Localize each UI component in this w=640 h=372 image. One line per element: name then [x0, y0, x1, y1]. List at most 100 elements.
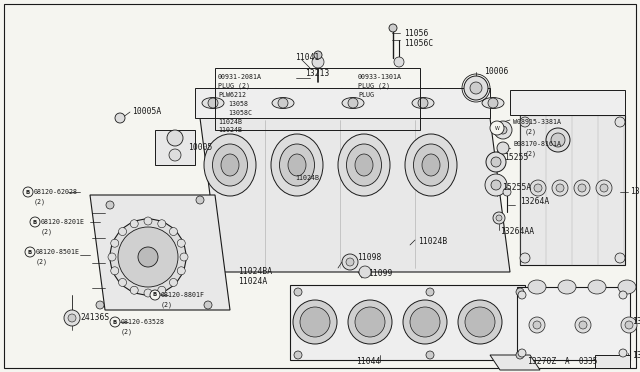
Circle shape [115, 113, 125, 123]
Text: 11098: 11098 [357, 253, 381, 263]
Circle shape [111, 267, 119, 275]
Polygon shape [200, 118, 510, 272]
Ellipse shape [204, 134, 256, 196]
Circle shape [516, 351, 524, 359]
Text: 15255A: 15255A [502, 183, 531, 192]
Circle shape [158, 286, 166, 294]
Text: 13264: 13264 [630, 187, 640, 196]
Circle shape [470, 82, 482, 94]
Circle shape [111, 239, 119, 247]
Text: PLUG (2): PLUG (2) [218, 83, 250, 89]
Circle shape [389, 24, 397, 32]
Bar [215, 68, 420, 130]
Circle shape [493, 212, 505, 224]
Circle shape [499, 126, 507, 134]
Circle shape [520, 253, 530, 263]
Text: 13264AA: 13264AA [500, 228, 534, 237]
Circle shape [615, 117, 625, 127]
Circle shape [621, 317, 637, 333]
Circle shape [348, 98, 358, 108]
Circle shape [518, 349, 526, 357]
Circle shape [575, 317, 591, 333]
Circle shape [625, 321, 633, 329]
Text: (2): (2) [121, 329, 133, 335]
Text: B: B [113, 320, 117, 324]
Circle shape [556, 184, 564, 192]
Text: 13270Z: 13270Z [527, 357, 556, 366]
Text: 08120-62028: 08120-62028 [34, 189, 78, 195]
Circle shape [64, 310, 80, 326]
Text: 10005A: 10005A [132, 108, 161, 116]
Circle shape [486, 152, 506, 172]
Text: (2): (2) [36, 259, 48, 265]
Circle shape [574, 180, 590, 196]
Circle shape [530, 180, 546, 196]
Circle shape [529, 317, 545, 333]
Circle shape [403, 300, 447, 344]
Circle shape [516, 288, 524, 296]
Text: 11024B: 11024B [295, 175, 319, 181]
Text: B: B [28, 250, 32, 254]
Circle shape [30, 217, 40, 227]
Polygon shape [517, 287, 630, 360]
Circle shape [600, 184, 608, 192]
Circle shape [533, 321, 541, 329]
Ellipse shape [272, 97, 294, 109]
Text: B08170-8161A: B08170-8161A [513, 141, 561, 147]
Ellipse shape [422, 154, 440, 176]
Circle shape [144, 289, 152, 297]
Circle shape [490, 121, 504, 135]
Circle shape [488, 98, 498, 108]
Text: 13270N: 13270N [632, 317, 640, 327]
Text: 11024B: 11024B [218, 127, 242, 133]
Text: A  0335: A 0335 [565, 357, 597, 366]
Text: 00933-1301A: 00933-1301A [358, 74, 402, 80]
Text: PLUG: PLUG [358, 92, 374, 98]
Circle shape [426, 288, 434, 296]
Ellipse shape [202, 97, 224, 109]
Circle shape [348, 300, 392, 344]
Circle shape [293, 300, 337, 344]
Circle shape [418, 98, 428, 108]
Text: 13270: 13270 [632, 350, 640, 359]
Circle shape [312, 56, 324, 68]
Ellipse shape [280, 144, 314, 186]
Circle shape [619, 291, 627, 299]
Polygon shape [490, 355, 540, 370]
Polygon shape [595, 355, 630, 368]
Circle shape [177, 267, 185, 275]
Circle shape [503, 188, 511, 196]
Text: (2): (2) [161, 302, 173, 308]
Circle shape [169, 149, 181, 161]
Circle shape [596, 180, 612, 196]
Text: 11024B: 11024B [418, 237, 447, 247]
Circle shape [520, 117, 530, 127]
Text: 15255: 15255 [504, 154, 529, 163]
Circle shape [68, 314, 76, 322]
Circle shape [294, 288, 302, 296]
Circle shape [579, 321, 587, 329]
Circle shape [491, 180, 501, 190]
Ellipse shape [413, 144, 449, 186]
Circle shape [346, 258, 354, 266]
Text: 08120-8501E: 08120-8501E [36, 249, 80, 255]
Ellipse shape [342, 97, 364, 109]
Circle shape [278, 98, 288, 108]
Text: 13213: 13213 [305, 68, 330, 77]
Circle shape [204, 301, 212, 309]
Text: 11056C: 11056C [404, 38, 433, 48]
Circle shape [518, 291, 526, 299]
Polygon shape [155, 130, 195, 165]
Text: 10006: 10006 [484, 67, 508, 77]
Circle shape [130, 220, 138, 228]
Circle shape [170, 228, 177, 235]
Ellipse shape [412, 97, 434, 109]
Circle shape [491, 157, 501, 167]
Circle shape [208, 98, 218, 108]
Text: 13264A: 13264A [520, 198, 549, 206]
Circle shape [196, 196, 204, 204]
Text: 11099: 11099 [368, 269, 392, 279]
Circle shape [359, 266, 371, 278]
Circle shape [300, 307, 330, 337]
Text: PLW6212: PLW6212 [218, 92, 246, 98]
